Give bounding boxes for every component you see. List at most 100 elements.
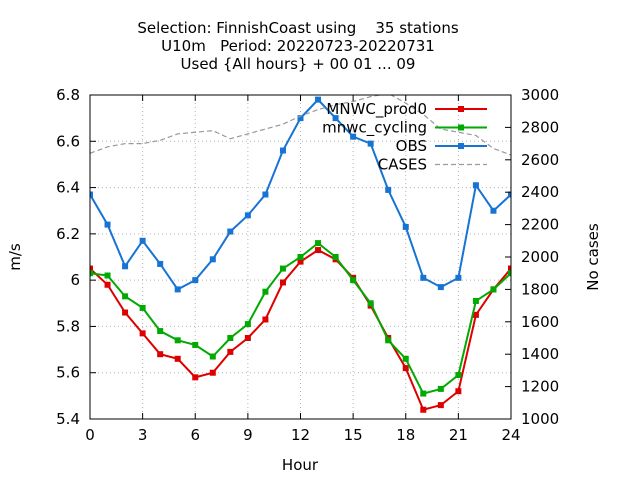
data-point [139,237,146,244]
data-point [174,286,181,293]
data-point [122,309,129,316]
y2-tick-label: 1200 [521,378,559,396]
legend-marker [458,143,464,149]
series-line [90,248,511,411]
data-point [472,182,479,189]
data-point [315,96,322,103]
y2-tick-label: 2000 [521,248,559,266]
y-tick-label: 5.6 [56,364,80,382]
data-point [385,337,392,344]
data-point [420,274,427,281]
x-tick-label: 9 [243,426,253,444]
x-tick-label: 24 [501,426,520,444]
data-point [508,270,511,277]
y-tick-label: 6.2 [56,225,80,243]
data-point [244,321,251,328]
data-point [209,353,216,360]
data-point [104,281,111,288]
x-tick-label: 21 [449,426,468,444]
series-line [90,95,511,156]
data-point [508,191,511,198]
legend-label: mnwc_cycling [322,119,427,138]
data-point [455,274,462,281]
series-obs [90,96,511,293]
data-point [139,330,146,337]
data-point [209,256,216,263]
data-point [508,265,511,272]
data-point [472,297,479,304]
data-point [157,260,164,267]
data-point [279,147,286,154]
data-point [420,406,427,413]
y-axis-label: m/s [6,243,24,271]
data-point [104,221,111,228]
data-point [209,369,216,376]
data-point [139,304,146,311]
data-point [350,277,357,284]
title-line: U10m Period: 20220723-20220731 [161,37,435,55]
data-point [367,300,374,307]
data-point [402,355,409,362]
data-point [297,258,304,265]
series-line [90,241,511,395]
data-point [455,372,462,379]
data-point [420,390,427,397]
y2-tick-label: 1000 [521,410,559,428]
data-point [367,140,374,147]
data-point [192,277,199,284]
data-point [402,223,409,230]
data-point [122,293,129,300]
data-point [244,335,251,341]
axis-ticks: 0 3 6 9 12 15 18 21 24 5.4 5.6 5.8 6 6.2 6.4 6.6 6.8 1000… [56,86,559,444]
y-tick-label: 6.4 [56,179,80,197]
data-point [490,286,497,293]
title-line: Used {All hours} + 00 01 ... 09 [181,55,416,73]
data-point [279,265,286,272]
data-point [315,247,322,254]
data-point [90,191,93,198]
data-point [262,316,269,323]
y-tick-label: 6 [70,271,80,289]
data-point [227,228,234,235]
series-lines [90,95,511,413]
legend-label: CASES [378,156,427,174]
data-point [297,115,304,122]
data-point [104,272,111,279]
legend-marker [458,124,464,131]
data-point [244,212,251,219]
data-point [90,265,93,272]
data-point [90,270,93,277]
x-tick-label: 15 [344,426,363,444]
data-point [279,279,286,286]
y2-tick-label: 3000 [521,86,559,104]
y2-tick-label: 2400 [521,183,559,201]
data-point [157,351,164,358]
x-tick-label: 12 [291,426,310,444]
data-point [174,355,181,362]
title-line: Selection: FinnishCoast using 35 station… [137,19,459,37]
y2-axis-label: No cases [584,223,602,291]
data-point [385,186,392,193]
data-point [472,311,479,318]
legend-marker [458,106,464,112]
data-point [332,115,339,122]
data-point [174,337,181,344]
data-point [402,365,409,372]
data-point [297,254,304,260]
data-point [157,328,164,335]
data-point [262,191,269,198]
data-point [455,388,462,395]
x-tick-label: 0 [85,426,95,444]
legend-label: OBS [396,137,427,155]
data-point [227,348,234,355]
x-tick-label: 3 [138,426,148,444]
data-point [192,341,199,348]
data-point [437,385,444,392]
data-point [192,374,199,381]
series-mnwc-cycling [90,240,511,397]
data-point [490,207,497,214]
y2-tick-label: 1400 [521,345,559,363]
y2-tick-label: 2200 [521,216,559,234]
y2-tick-label: 1800 [521,280,559,298]
